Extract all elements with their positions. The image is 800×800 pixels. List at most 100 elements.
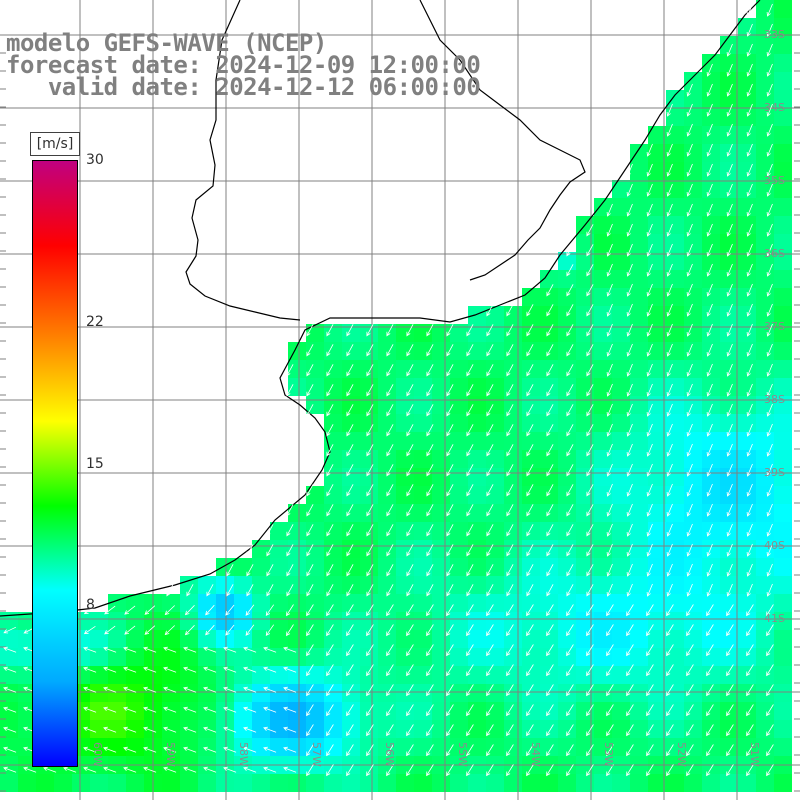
field-cell [378,558,396,576]
field-cell [684,432,702,450]
field-cell [342,684,360,702]
wind-arrow [626,744,634,757]
field-cell [324,702,342,720]
wind-arrow [766,163,773,177]
wind-arrow [366,464,374,477]
field-cell [0,666,18,684]
field-cell [594,612,612,630]
field-cell [648,504,666,522]
wind-arrow [686,123,693,137]
field-cell [270,522,288,540]
field-cell [720,432,738,450]
wind-arrow [606,243,613,257]
wind-arrow [223,766,237,773]
field-cell [414,666,432,684]
wind-arrow [666,163,673,177]
field-cell [720,522,738,540]
wind-arrow [626,383,633,397]
wind-arrow [666,704,674,717]
field-cell [666,630,684,648]
field-cell [684,702,702,720]
field-cell [756,486,774,504]
wind-arrow [163,766,177,773]
wind-arrow [686,423,693,437]
wind-arrow [205,624,215,636]
field-cell [684,594,702,612]
field-cell [414,378,432,396]
field-cell [720,396,738,414]
wind-arrow [646,744,654,757]
wind-arrow [686,323,693,337]
field-cell [630,720,648,738]
field-cell [252,738,270,756]
wind-arrow [686,624,694,637]
wind-arrow [746,223,753,237]
wind-arrow [366,764,374,777]
wind-arrow [526,404,534,417]
field-cell [648,468,666,486]
wind-arrow [406,464,414,477]
field-cell [666,594,684,612]
wind-arrow [306,524,314,537]
field-cell [630,414,648,432]
wind-arrow [726,744,734,757]
field-cell [666,234,684,252]
wind-arrow [686,704,694,717]
wind-arrow [306,764,314,777]
wind-arrow [646,163,653,177]
wind-arrow [286,564,294,577]
wind-arrow [606,463,613,477]
wind-arrow [346,744,354,757]
wind-arrow [646,223,653,237]
wind-arrow [726,263,733,277]
field-cell [702,342,720,360]
field-cell [720,72,738,90]
field-cell [774,684,792,702]
field-cell [486,558,504,576]
field-cell [720,108,738,126]
wind-arrow [726,684,734,697]
wind-arrow [306,484,314,497]
field-cell [738,288,756,306]
wind-arrow [486,564,494,577]
wind-arrow [726,143,733,157]
wind-arrow [666,283,673,297]
field-cell [450,612,468,630]
field-cell [702,648,720,666]
field-cell [684,252,702,270]
field-cell [468,774,486,792]
field-cell [540,414,558,432]
field-cell [666,468,684,486]
field-cell [720,234,738,252]
wind-arrow [726,724,734,737]
wind-arrow [466,384,474,397]
wind-arrow [686,463,693,477]
valid-date: valid date: 2024-12-12 06:00:00 [6,73,481,101]
field-cell [432,576,450,594]
field-cell [216,612,234,630]
wind-arrow [646,183,653,197]
wind-arrow [546,544,554,557]
wind-arrow [566,704,574,717]
field-cell [720,630,738,648]
wind-arrow [666,103,673,117]
wind-arrow [386,544,394,557]
field-cell [612,234,630,252]
wind-arrow [163,746,177,753]
field-cell [414,576,432,594]
field-cell [738,108,756,126]
field-cell [360,684,378,702]
field-cell [594,738,612,756]
wind-arrow [466,364,474,377]
wind-arrow [626,563,633,577]
wind-arrow [346,364,354,377]
wind-arrow [586,244,594,257]
field-cell [756,288,774,306]
field-cell [576,594,594,612]
field-cell [270,702,288,720]
field-cell [720,270,738,288]
field-cell [342,774,360,792]
wind-arrow [586,524,594,537]
wind-arrow [606,203,613,217]
wind-arrow [586,404,594,417]
